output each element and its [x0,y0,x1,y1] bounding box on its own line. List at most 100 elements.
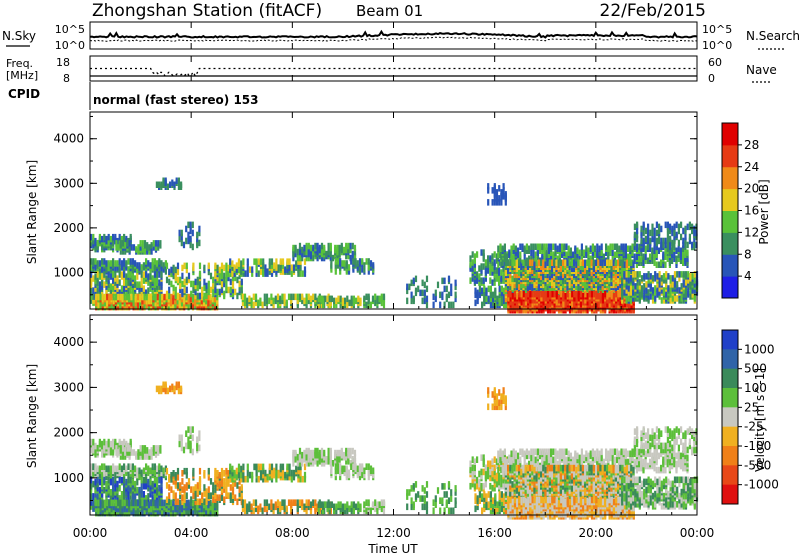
power-cell [687,271,690,278]
power-cell [567,255,570,262]
power-cell [520,281,523,289]
velocity-cell [158,463,161,470]
power-cell [684,271,688,278]
power-cell [121,248,125,255]
power-cell [101,293,104,301]
power-cell [185,266,188,274]
velocity-cell [90,499,93,506]
power-cell [684,225,687,233]
power-cell [120,235,123,243]
velocity-cell [103,471,106,479]
power-cell [634,295,637,302]
power-cell [336,258,340,265]
power-cell [677,255,680,262]
power-cell [105,275,108,282]
power-cell [480,263,483,270]
power-cell [301,254,304,262]
power-cell [612,293,616,300]
power-cell [620,243,623,250]
power-cell [499,243,502,250]
power-cell [502,193,505,200]
power-cell [640,225,643,233]
power-cell [320,242,324,250]
power-cell [414,275,418,283]
velocity-cell [98,465,101,473]
power-cell [151,289,154,296]
power-cell [149,268,152,275]
velocity-cell [94,478,97,486]
power-cell [640,285,644,292]
power-cell [487,255,490,262]
power-cell [109,243,112,251]
velocity-cell [116,491,119,498]
power-cell [632,289,635,296]
power-cell [520,287,523,295]
power-cell [275,268,278,275]
power-cell [518,267,521,274]
power-cell [474,291,477,299]
power-cell [687,289,690,296]
power-cell [432,293,435,301]
power-cell [658,275,661,282]
power-cell [270,297,273,305]
power-cell [117,244,120,251]
power-cell [168,278,171,286]
power-cell [616,251,619,258]
power-cell [183,286,186,294]
power-cell [493,183,496,190]
power-cell [106,297,109,305]
power-cell [270,258,274,265]
power-colorbar-label: Power [dB] [757,179,771,244]
power-cell [309,244,313,252]
power-cell [421,289,424,297]
power-cell [509,283,512,291]
power-cell [103,239,106,247]
power-cell [605,243,608,250]
colorbar-tick-label: 8 [744,247,752,261]
power-cell [301,270,304,277]
power-cell [671,229,674,237]
power-cell [667,285,670,292]
power-cell [655,229,658,237]
power-cell [137,244,140,251]
power-cell [174,272,177,280]
power-cell [290,264,293,271]
power-cell [185,286,188,294]
power-cell [410,291,413,299]
power-cell [624,247,627,254]
power-cell [627,253,630,260]
power-cell [691,273,694,280]
power-cell [676,281,679,288]
power-cell [170,270,173,278]
power-cell [450,289,453,297]
power-cell [329,250,332,258]
nave-tick-top: 60 [708,56,722,69]
power-cell [500,193,503,200]
power-cell [557,291,560,299]
power-cell [132,299,135,307]
power-cell [633,231,636,239]
velocity-cell [136,486,139,494]
power-cell [658,293,661,300]
power-cell [658,233,661,241]
velocity-cell [129,463,132,470]
power-cell [340,242,343,250]
power-cell [135,246,138,253]
power-cell [176,268,180,276]
colorbar-tick-label: 28 [744,138,759,152]
power-cell [500,189,503,196]
power-cell [152,244,155,251]
velocity-cell [92,438,95,446]
power-cell [614,259,617,266]
power-cell [129,233,132,241]
power-cell [497,251,500,258]
power-cell [412,277,415,285]
power-cell [507,279,510,287]
power-cell [112,258,115,265]
power-cell [173,181,176,188]
power-cell [165,262,169,270]
power-cell [537,275,540,283]
power-cell [578,249,581,256]
power-cell [450,283,453,291]
power-cell [112,293,115,301]
